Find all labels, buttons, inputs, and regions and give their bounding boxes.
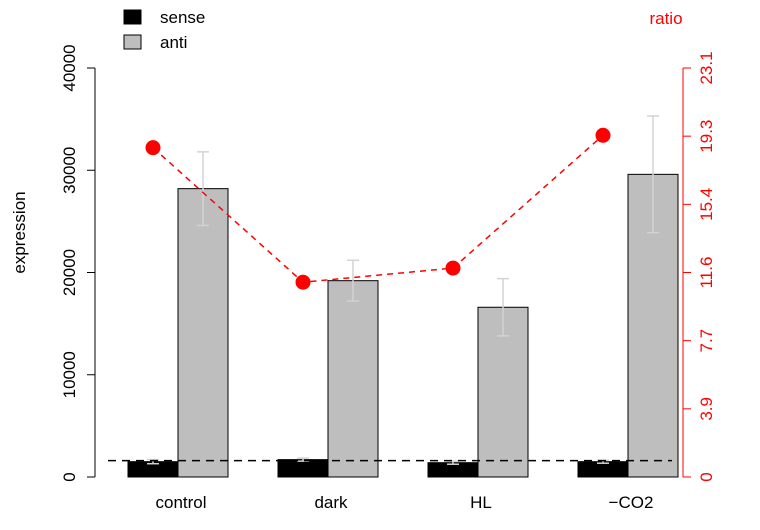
right-tick-label: 15.4 [697, 188, 716, 221]
bar-anti [177, 188, 229, 478]
right-tick-label: 23.1 [697, 51, 716, 84]
x-tick-label: −CO2 [609, 493, 654, 512]
x-tick-label: dark [314, 493, 348, 512]
legend-label-sense: sense [160, 8, 205, 27]
right-tick-label: 7.7 [697, 329, 716, 353]
bar-anti [327, 280, 379, 478]
x-tick-label: HL [470, 493, 492, 512]
legend-swatch-anti [123, 34, 142, 50]
left-tick-label: 40000 [60, 44, 79, 91]
bar-sense [277, 459, 329, 478]
legend-label-anti: anti [160, 33, 187, 52]
ratio-point [295, 274, 311, 290]
legend: sense anti [123, 8, 205, 52]
ratio-line [145, 127, 611, 290]
right-tick-label: 19.3 [697, 120, 716, 153]
left-tick-label: 20000 [60, 249, 79, 296]
ratio-point [145, 140, 161, 156]
right-tick-label: 11.6 [697, 257, 716, 289]
ratio-series-line [152, 134, 604, 284]
x-tick-label: control [155, 493, 206, 512]
ratio-axis-title: ratio [649, 9, 682, 28]
bar-sense [577, 461, 629, 478]
left-tick-label: 30000 [60, 147, 79, 194]
y-axis-title: expression [10, 191, 29, 273]
ratio-point [595, 127, 611, 143]
bars [108, 115, 679, 478]
right-tick-label: 0 [697, 472, 716, 481]
left-tick-label: 0 [60, 472, 79, 481]
axes: 0 10000 20000 30000 40000 expression 0 3.9 7.7 11… [10, 9, 716, 512]
ratio-point [445, 260, 461, 276]
left-tick-label: 10000 [60, 351, 79, 398]
legend-swatch-sense [123, 9, 142, 25]
right-tick-label: 3.9 [697, 397, 716, 421]
